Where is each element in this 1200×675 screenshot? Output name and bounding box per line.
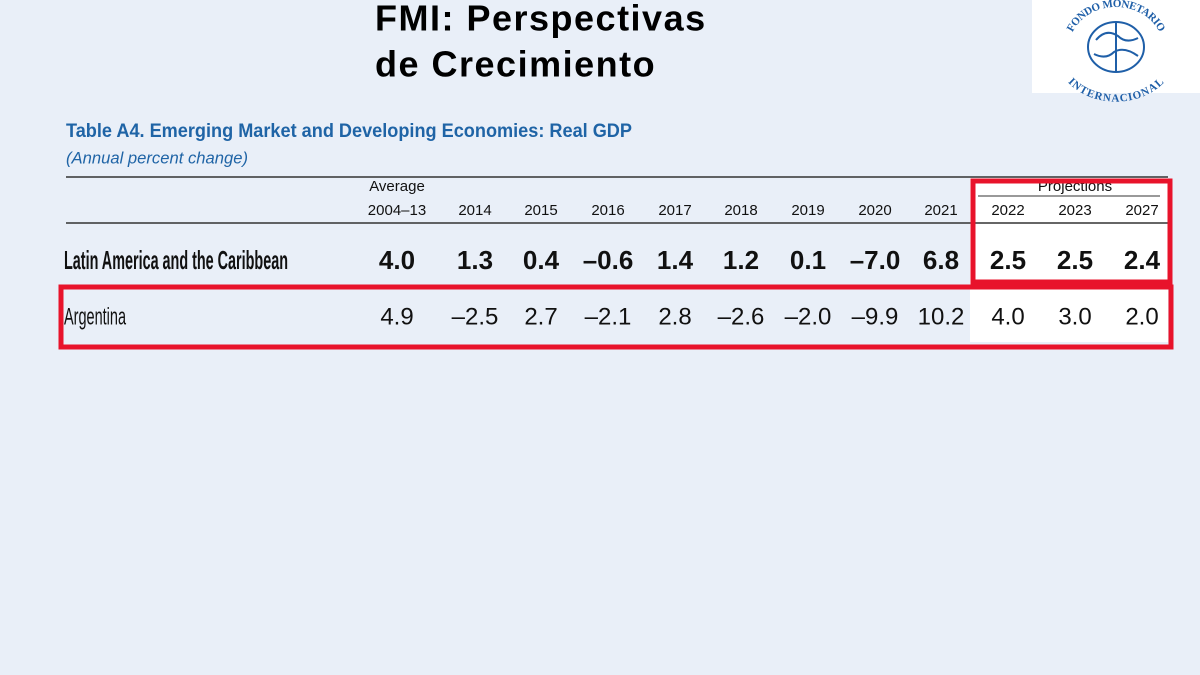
column-header: 2014: [458, 202, 491, 219]
column-header: 2019: [791, 202, 824, 219]
table-title: Table A4. Emerging Market and Developing…: [66, 121, 632, 142]
cell: 2.7: [524, 303, 557, 330]
highlight-box: [970, 178, 1173, 285]
cell: –7.0: [850, 245, 901, 275]
highlight-box: [58, 284, 1174, 350]
cell: 1.2: [723, 245, 759, 275]
cell: 2.5: [1057, 245, 1093, 275]
column-header: 2027: [1125, 202, 1158, 219]
cell: –2.1: [585, 303, 632, 330]
cell: 4.0: [379, 245, 415, 275]
cell: –2.0: [785, 303, 832, 330]
table-subtitle: (Annual percent change): [66, 148, 248, 167]
column-header: 2016: [591, 202, 624, 219]
column-header: 2021: [924, 202, 957, 219]
table: 2004–13 2014 2015 2016 2017 2018 2019 2020 2021 2…: [64, 202, 1161, 330]
column-header: 2022: [991, 202, 1024, 219]
slide-title: FMI: Perspectivas: [375, 0, 707, 39]
cell: 0.1: [790, 245, 826, 275]
column-header: 2015: [524, 202, 557, 219]
cell: 2.5: [990, 245, 1026, 275]
cell: 10.2: [918, 303, 965, 330]
column-header: 2018: [724, 202, 757, 219]
column-header: 2017: [658, 202, 691, 219]
cell: –2.6: [718, 303, 765, 330]
column-header: 2004–13: [368, 202, 426, 219]
slide-title: de Crecimiento: [375, 44, 656, 85]
projection-shade: [970, 178, 1168, 342]
cell: 2.4: [1124, 245, 1161, 275]
cell: –9.9: [852, 303, 899, 330]
cell: 6.8: [923, 245, 959, 275]
globe-lines: [1093, 22, 1139, 72]
cell: 2.0: [1125, 303, 1158, 330]
cell: 4.9: [380, 303, 413, 330]
row-label: Latin America and the Caribbean: [64, 245, 288, 275]
cell: 4.0: [991, 303, 1024, 330]
row-label: Argentina: [64, 303, 126, 330]
cell: –0.6: [583, 245, 634, 275]
cell: –2.5: [452, 303, 499, 330]
cell: 1.3: [457, 245, 493, 275]
column-header: 2020: [858, 202, 891, 219]
cell: 2.8: [658, 303, 691, 330]
cell: 3.0: [1058, 303, 1091, 330]
cell: 1.4: [657, 245, 694, 275]
logo: FONDO MONETARIO INTERNACIONAL: [1032, 0, 1200, 104]
cell: 0.4: [523, 245, 560, 275]
column-header: 2023: [1058, 202, 1091, 219]
header-text: Average: [369, 178, 425, 195]
